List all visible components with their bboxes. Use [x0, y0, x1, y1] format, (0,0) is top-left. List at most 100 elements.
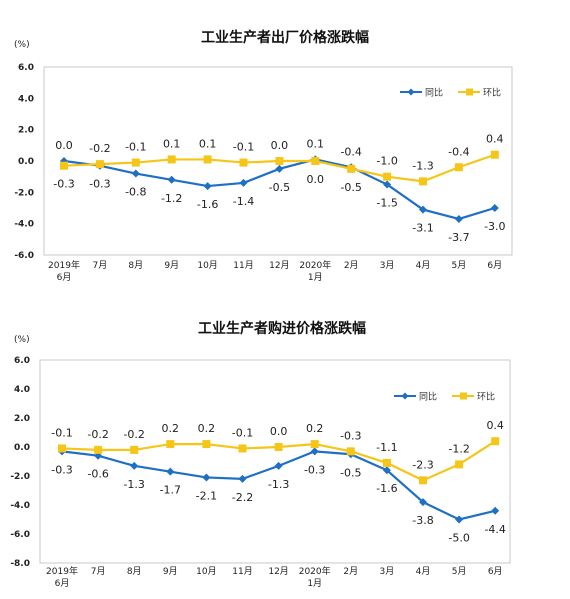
series-同比 [58, 447, 500, 524]
data-label: -0.2 [89, 142, 110, 155]
data-label: -0.8 [125, 186, 146, 199]
data-label: -2.1 [196, 489, 217, 502]
y-tick-label: 2.0 [14, 414, 30, 424]
y-tick-label: 4.0 [14, 385, 30, 395]
legend-label: 环比 [483, 87, 501, 99]
data-point [383, 172, 392, 181]
legend-marker [460, 392, 467, 400]
legend-label: 同比 [419, 391, 437, 403]
chart-1: 工业生产者出厂价格涨跌幅 (%) 6.0 4.0 2.0 0.0 -2.0 -4.0 -6.0 2… [14, 29, 513, 283]
x-tick-label: 9月 [164, 260, 179, 271]
plot-frame [43, 66, 513, 256]
data-point [131, 158, 140, 167]
data-label: -1.6 [376, 482, 397, 495]
data-point [383, 180, 392, 189]
data-point [274, 461, 283, 470]
x-tick-label: 11月 [233, 260, 253, 271]
data-label: -0.3 [53, 178, 74, 191]
data-point [346, 447, 355, 456]
data-label: -0.1 [233, 141, 254, 154]
data-point [239, 178, 248, 187]
y-tick-label: -6.0 [10, 530, 30, 540]
x-tick-label: 7月 [91, 566, 106, 577]
y-tick-label: 6.0 [18, 63, 34, 73]
data-label: -0.3 [304, 463, 325, 476]
data-point [419, 177, 427, 186]
data-label: -0.2 [87, 428, 108, 441]
data-label: -0.5 [340, 181, 361, 194]
data-label: -3.1 [412, 222, 433, 235]
data-point [202, 440, 211, 449]
data-label: -1.6 [197, 198, 218, 211]
data-label: -0.3 [51, 463, 72, 476]
data-point [454, 214, 463, 223]
data-label: -1.3 [412, 159, 433, 172]
y-axis-unit: (%) [14, 335, 30, 345]
data-point [419, 205, 427, 214]
chart-title: 工业生产者购进价格涨跌幅 [198, 320, 366, 337]
data-point [419, 476, 427, 485]
data-label: -0.5 [269, 181, 290, 194]
x-tick-label: 6月 [488, 566, 503, 577]
data-point [238, 444, 247, 453]
y-tick-label: 2.0 [18, 126, 34, 136]
data-label: -0.1 [125, 141, 146, 154]
x-tick-label: 4月 [416, 566, 431, 577]
data-label: -1.1 [376, 441, 397, 454]
x-tick-label: 2月 [344, 260, 359, 271]
x-tick-label: 5月 [452, 566, 467, 577]
y-tick-label: -8.0 [10, 559, 30, 569]
data-point [203, 155, 212, 164]
data-label: 0.2 [306, 422, 324, 435]
series-环比 [60, 150, 499, 186]
data-label: 0.2 [198, 422, 216, 435]
x-tick-label: 6月 [487, 260, 502, 271]
data-point [166, 467, 175, 476]
data-point [167, 175, 176, 184]
x-tick-label: 2020年 1月 [299, 565, 331, 589]
y-tick-label: -2.0 [10, 472, 30, 482]
data-label: -0.4 [448, 145, 469, 158]
data-point [490, 150, 499, 159]
data-label: -0.5 [340, 466, 361, 479]
x-tick-label: 2020年 1月 [299, 259, 331, 283]
data-label: 0.2 [162, 422, 180, 435]
data-label: 0.0 [55, 139, 73, 152]
legend-marker [407, 88, 415, 96]
data-point [275, 164, 284, 173]
data-label: -0.2 [123, 428, 144, 441]
data-label: -1.3 [123, 478, 144, 491]
data-point [238, 474, 247, 483]
data-label: -1.2 [161, 192, 182, 205]
data-label: 0.1 [307, 137, 325, 150]
data-label: -1.0 [376, 155, 397, 168]
data-point [60, 161, 68, 170]
y-tick-label: 6.0 [14, 356, 30, 366]
data-label: -1.2 [448, 442, 469, 455]
data-label: -1.3 [268, 478, 289, 491]
x-tick-label: 2019年 6月 [46, 565, 78, 589]
data-label: -1.5 [376, 197, 397, 210]
legend-marker [401, 392, 409, 400]
series-环比 [58, 437, 500, 485]
chart-2: 工业生产者购进价格涨跌幅 (%) 6.0 4.0 2.0 0.0 -2.0 -4.0 -6.0 -… [10, 320, 511, 589]
x-tick-label: 2019年 6月 [48, 259, 80, 283]
data-point [130, 461, 139, 470]
x-tick-label: 10月 [197, 260, 217, 271]
data-point [347, 164, 356, 173]
x-tick-label: 7月 [93, 260, 108, 271]
data-point [455, 515, 464, 524]
legend: 同比 环比 [394, 391, 495, 403]
y-tick-label: -6.0 [14, 251, 34, 261]
y-tick-label: 0.0 [14, 443, 30, 453]
y-tick-label: -2.0 [14, 188, 34, 198]
data-point [131, 169, 140, 178]
x-tick-label: 11月 [232, 566, 252, 577]
data-point [275, 157, 284, 165]
chart-title: 工业生产者出厂价格涨跌幅 [201, 29, 369, 46]
data-point [454, 163, 463, 172]
x-tick-label: 12月 [268, 566, 288, 577]
legend: 同比 环比 [400, 87, 501, 99]
data-label: -0.6 [87, 468, 108, 481]
x-tick-label: 10月 [196, 566, 216, 577]
